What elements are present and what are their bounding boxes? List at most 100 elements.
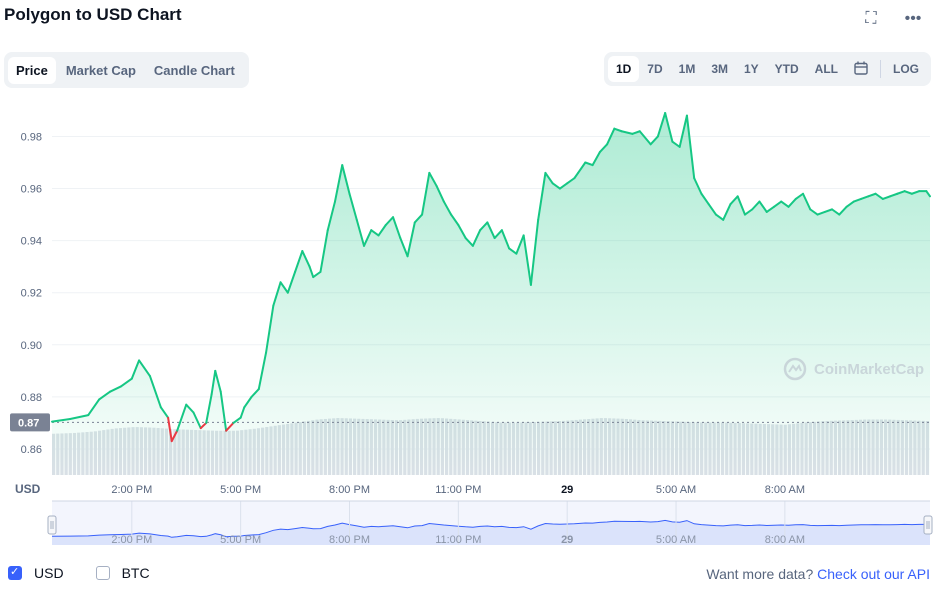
price-line-segment [606,127,616,146]
ellipsis-icon[interactable]: ••• [904,10,922,27]
price-line-segment [333,164,344,203]
price-line-segment [301,250,311,268]
x-axis: 2:00 PM 5:00 PM 8:00 PM 11:00 PM 29 5:00 AM 8:… [111,484,805,496]
expand-icon[interactable]: ⛶ [865,10,877,27]
calendar-icon[interactable] [846,57,876,82]
price-line-segment [638,130,652,146]
price-line-segment [286,270,297,294]
navigator-tick-label: 2:00 PM [111,534,152,545]
price-line-segment [294,250,304,273]
tab-1d[interactable]: 1D [607,56,640,82]
x-tick-label: 5:00 PM [220,484,261,496]
price-line-segment [232,416,242,424]
price-line-segment [312,270,322,279]
tab-3m[interactable]: 3M [711,62,728,76]
price-line-segment [910,190,921,195]
y-tick-label: 0.96 [21,184,42,196]
price-line-segment [210,369,217,396]
watermark: CoinMarketCap [783,357,924,381]
price-line-segment [566,177,576,185]
price-line-segment [199,421,208,430]
price-line [51,112,931,443]
navigator-tick-label: 11:00 PM [435,534,481,545]
price-line-segment [508,247,518,255]
navigator-tick-label: 8:00 PM [329,534,370,545]
y-tick-label: 0.94 [21,236,42,248]
price-line-segment [450,213,460,226]
range-tabs: 1D 7D 1M 3M 1Y YTD ALL LOG [603,52,931,86]
price-line-segment [573,171,580,180]
price-line-segment [656,112,667,138]
price-line-segment [392,216,402,240]
price-line-segment [119,377,133,388]
navigator-left-handle[interactable] [47,515,57,535]
tab-price[interactable]: Price [8,56,56,84]
price-line-segment [522,234,532,286]
y-tick-label: 0.92 [21,288,42,300]
price-line-segment [537,171,547,221]
price-line-segment [714,213,725,221]
price-line-segment [185,403,195,414]
tab-ytd[interactable]: YTD [774,62,799,76]
tab-market-cap[interactable]: Market Cap [65,62,136,78]
tab-log[interactable]: LOG [893,62,919,76]
y-tick-label: 0.88 [21,392,42,404]
price-line-segment [823,208,834,213]
navigator-tick-label: 5:00 PM [220,534,261,545]
price-line-segment [176,403,188,432]
price-line-segment [239,406,246,419]
tab-1m[interactable]: 1M [678,62,696,76]
x-tick-label: 8:00 AM [765,484,805,496]
api-promo: Want more data? Check out our API [706,566,930,582]
more-data-text: Want more data? [706,566,814,582]
price-line-segment [598,143,609,154]
price-line-segment [406,221,416,258]
y-tick-label: 0.90 [21,340,42,352]
price-line-segment [758,200,768,213]
price-line-segment [377,224,387,237]
price-line-segment [348,192,358,221]
price-line-segment [722,203,732,221]
price-line-segment [109,385,122,393]
tab-7d[interactable]: 7D [647,62,663,76]
tab-1y[interactable]: 1Y [743,62,759,76]
price-line-segment [479,221,489,232]
navigator-tick-label: 8:00 AM [765,534,805,545]
price-line-segment [845,200,855,208]
price-line-segment [685,114,696,180]
price-line-segment [319,229,329,273]
currency-toggles: USD BTC [8,565,182,581]
price-line-segment [341,164,351,195]
price-line-segment [421,171,431,216]
price-line-segment [765,205,775,213]
price-line-segment [192,411,202,430]
price-line-segment [308,265,315,279]
tab-all[interactable]: ALL [814,62,838,76]
price-line-segment [664,112,674,143]
price-line-segment [852,197,863,203]
price-line-segment [51,418,72,423]
api-link[interactable]: Check out our API [817,566,930,582]
price-line-segment [464,237,474,247]
y-tick-label: 0.86 [21,444,42,456]
navigator-right-handle[interactable] [923,515,933,535]
price-line-segment [613,127,623,133]
reference-price-label: 0.87 [18,417,39,429]
btc-checkbox[interactable] [95,566,110,580]
price-line-segment [649,135,659,146]
usd-checkbox[interactable] [8,565,22,580]
tab-candle-chart[interactable]: Candle Chart [153,62,235,78]
price-line-segment [529,218,540,286]
tab-divider [880,60,881,78]
price-line-segment [860,195,870,200]
price-line-segment [355,218,366,247]
btc-label: BTC [121,565,150,581]
range-navigator[interactable]: 2:00 PM 5:00 PM 8:00 PM 11:00 PM 29 5:00 AM 8:… [47,500,933,545]
price-line-segment [584,161,594,167]
price-line-segment [265,304,275,354]
price-chart[interactable]: 0.86 0.88 0.90 0.92 0.94 0.96 0.98 0.87 CoinMa… [0,100,938,545]
price-line-segment [138,359,151,378]
price-line-segment [69,414,90,421]
price-line-segment [225,421,235,432]
price-line-segment [743,208,754,216]
